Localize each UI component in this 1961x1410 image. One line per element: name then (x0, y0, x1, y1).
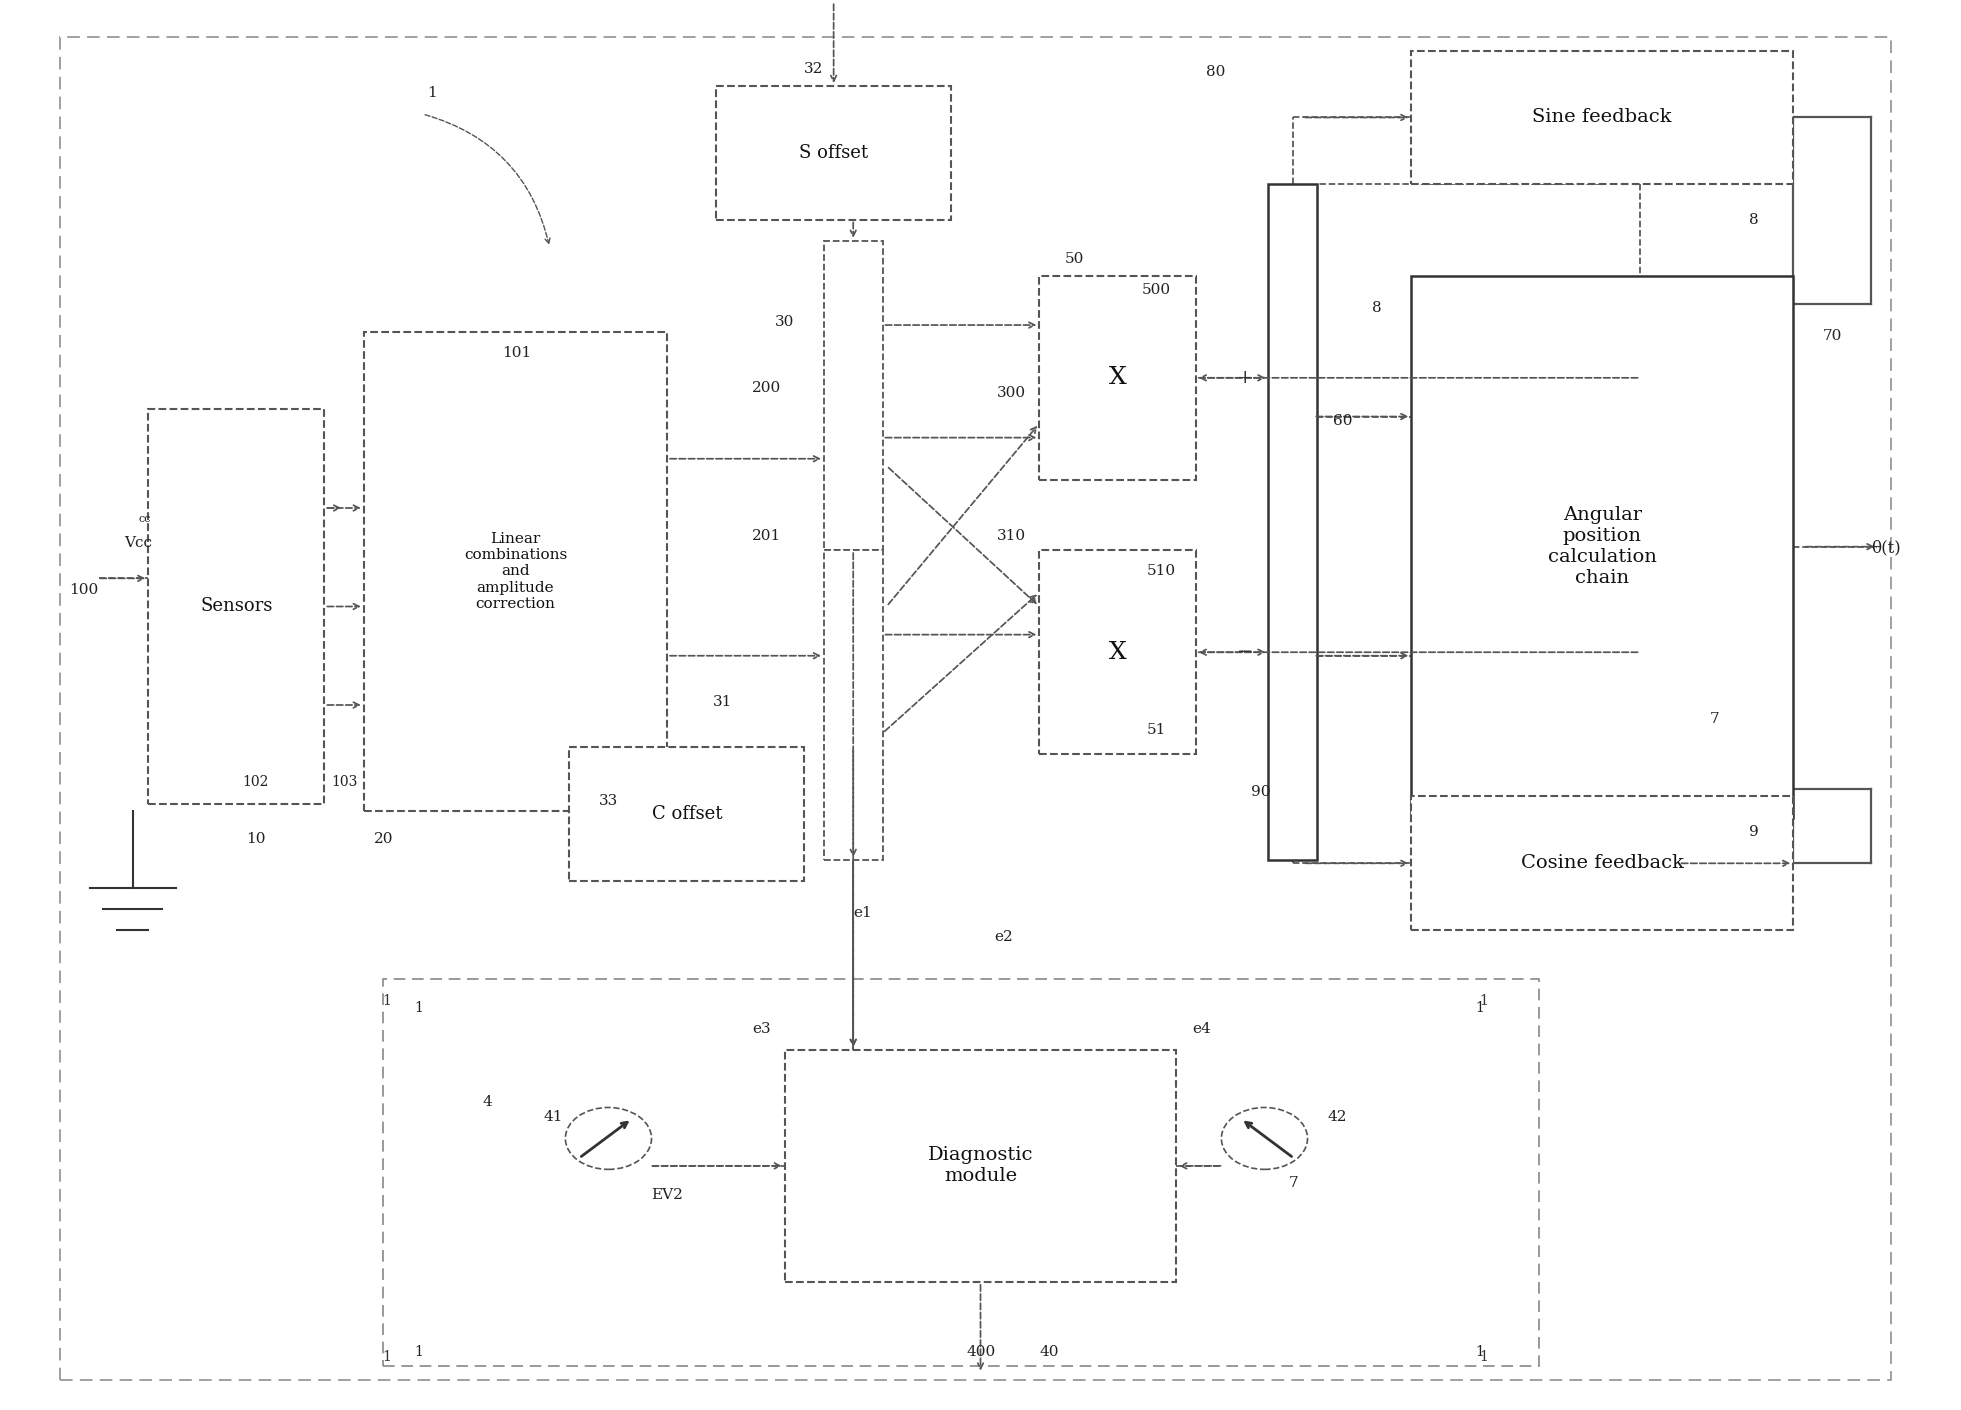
Text: 10: 10 (247, 832, 265, 846)
Text: Cosine feedback: Cosine feedback (1520, 854, 1684, 873)
Text: 400: 400 (967, 1345, 996, 1359)
Text: 7: 7 (1288, 1176, 1298, 1190)
Text: 200: 200 (751, 381, 780, 395)
Text: 1: 1 (414, 1345, 424, 1359)
Text: Sensors: Sensors (200, 598, 273, 616)
Text: 300: 300 (996, 385, 1026, 399)
Text: 1: 1 (1475, 1001, 1484, 1015)
Text: +: + (1237, 369, 1253, 386)
FancyBboxPatch shape (824, 241, 882, 550)
Text: 1: 1 (382, 1349, 392, 1363)
Text: Diagnostic
module: Diagnostic module (928, 1146, 1033, 1186)
FancyBboxPatch shape (1039, 550, 1196, 754)
Text: 30: 30 (775, 316, 794, 330)
Text: Sine feedback: Sine feedback (1532, 109, 1673, 127)
FancyBboxPatch shape (1412, 797, 1792, 931)
Text: EV2: EV2 (651, 1187, 682, 1201)
FancyBboxPatch shape (1269, 185, 1318, 860)
FancyBboxPatch shape (569, 747, 804, 881)
FancyBboxPatch shape (824, 550, 882, 860)
Text: 51: 51 (1147, 723, 1167, 737)
Text: 31: 31 (712, 695, 731, 709)
FancyBboxPatch shape (716, 86, 951, 220)
Text: 20: 20 (373, 832, 392, 846)
Text: 50: 50 (1065, 252, 1084, 266)
Text: Vcc: Vcc (124, 536, 153, 550)
Text: 500: 500 (1141, 283, 1171, 298)
Text: e2: e2 (994, 931, 1014, 945)
Text: −: − (1237, 643, 1253, 661)
Text: 201: 201 (751, 529, 780, 543)
Text: X: X (1108, 367, 1126, 389)
Text: 1: 1 (1479, 994, 1488, 1008)
Text: 1: 1 (1479, 1349, 1488, 1363)
Text: 101: 101 (502, 347, 531, 360)
Text: 510: 510 (1147, 564, 1177, 578)
Text: 1: 1 (382, 994, 392, 1008)
Text: 103: 103 (331, 776, 357, 790)
FancyBboxPatch shape (1412, 276, 1792, 818)
Text: e1: e1 (853, 907, 873, 921)
Text: 8: 8 (1749, 213, 1759, 227)
Text: 7: 7 (1710, 712, 1720, 726)
FancyBboxPatch shape (363, 333, 667, 811)
Text: 1: 1 (414, 1001, 424, 1015)
Text: X: X (1108, 640, 1126, 664)
Text: e3: e3 (751, 1022, 771, 1036)
Text: cc: cc (137, 515, 151, 525)
Text: Angular
position
calculation
chain: Angular position calculation chain (1547, 506, 1657, 587)
Text: 42: 42 (1328, 1110, 1347, 1124)
FancyBboxPatch shape (1412, 51, 1792, 185)
Text: 41: 41 (543, 1110, 563, 1124)
Text: 9: 9 (1749, 825, 1759, 839)
Text: 40: 40 (1039, 1345, 1059, 1359)
FancyBboxPatch shape (1039, 276, 1196, 479)
Text: 1: 1 (427, 86, 437, 100)
Text: θ(t): θ(t) (1871, 539, 1902, 556)
Text: 32: 32 (804, 62, 824, 76)
Text: 60: 60 (1333, 413, 1353, 427)
Text: Linear
combinations
and
amplitude
correction: Linear combinations and amplitude correc… (465, 532, 567, 611)
Text: 70: 70 (1822, 330, 1841, 343)
Text: 1: 1 (1475, 1345, 1484, 1359)
Text: 33: 33 (598, 794, 618, 808)
Text: 90: 90 (1251, 785, 1271, 799)
FancyBboxPatch shape (149, 409, 324, 804)
Text: S offset: S offset (798, 144, 869, 162)
Text: 80: 80 (1206, 65, 1226, 79)
Text: 8: 8 (1373, 302, 1383, 316)
Text: 102: 102 (243, 776, 269, 790)
FancyBboxPatch shape (784, 1050, 1177, 1282)
Text: C offset: C offset (651, 805, 722, 823)
Text: 4: 4 (482, 1094, 492, 1108)
Text: 100: 100 (69, 582, 98, 596)
Text: e4: e4 (1192, 1022, 1212, 1036)
Text: 310: 310 (996, 529, 1026, 543)
